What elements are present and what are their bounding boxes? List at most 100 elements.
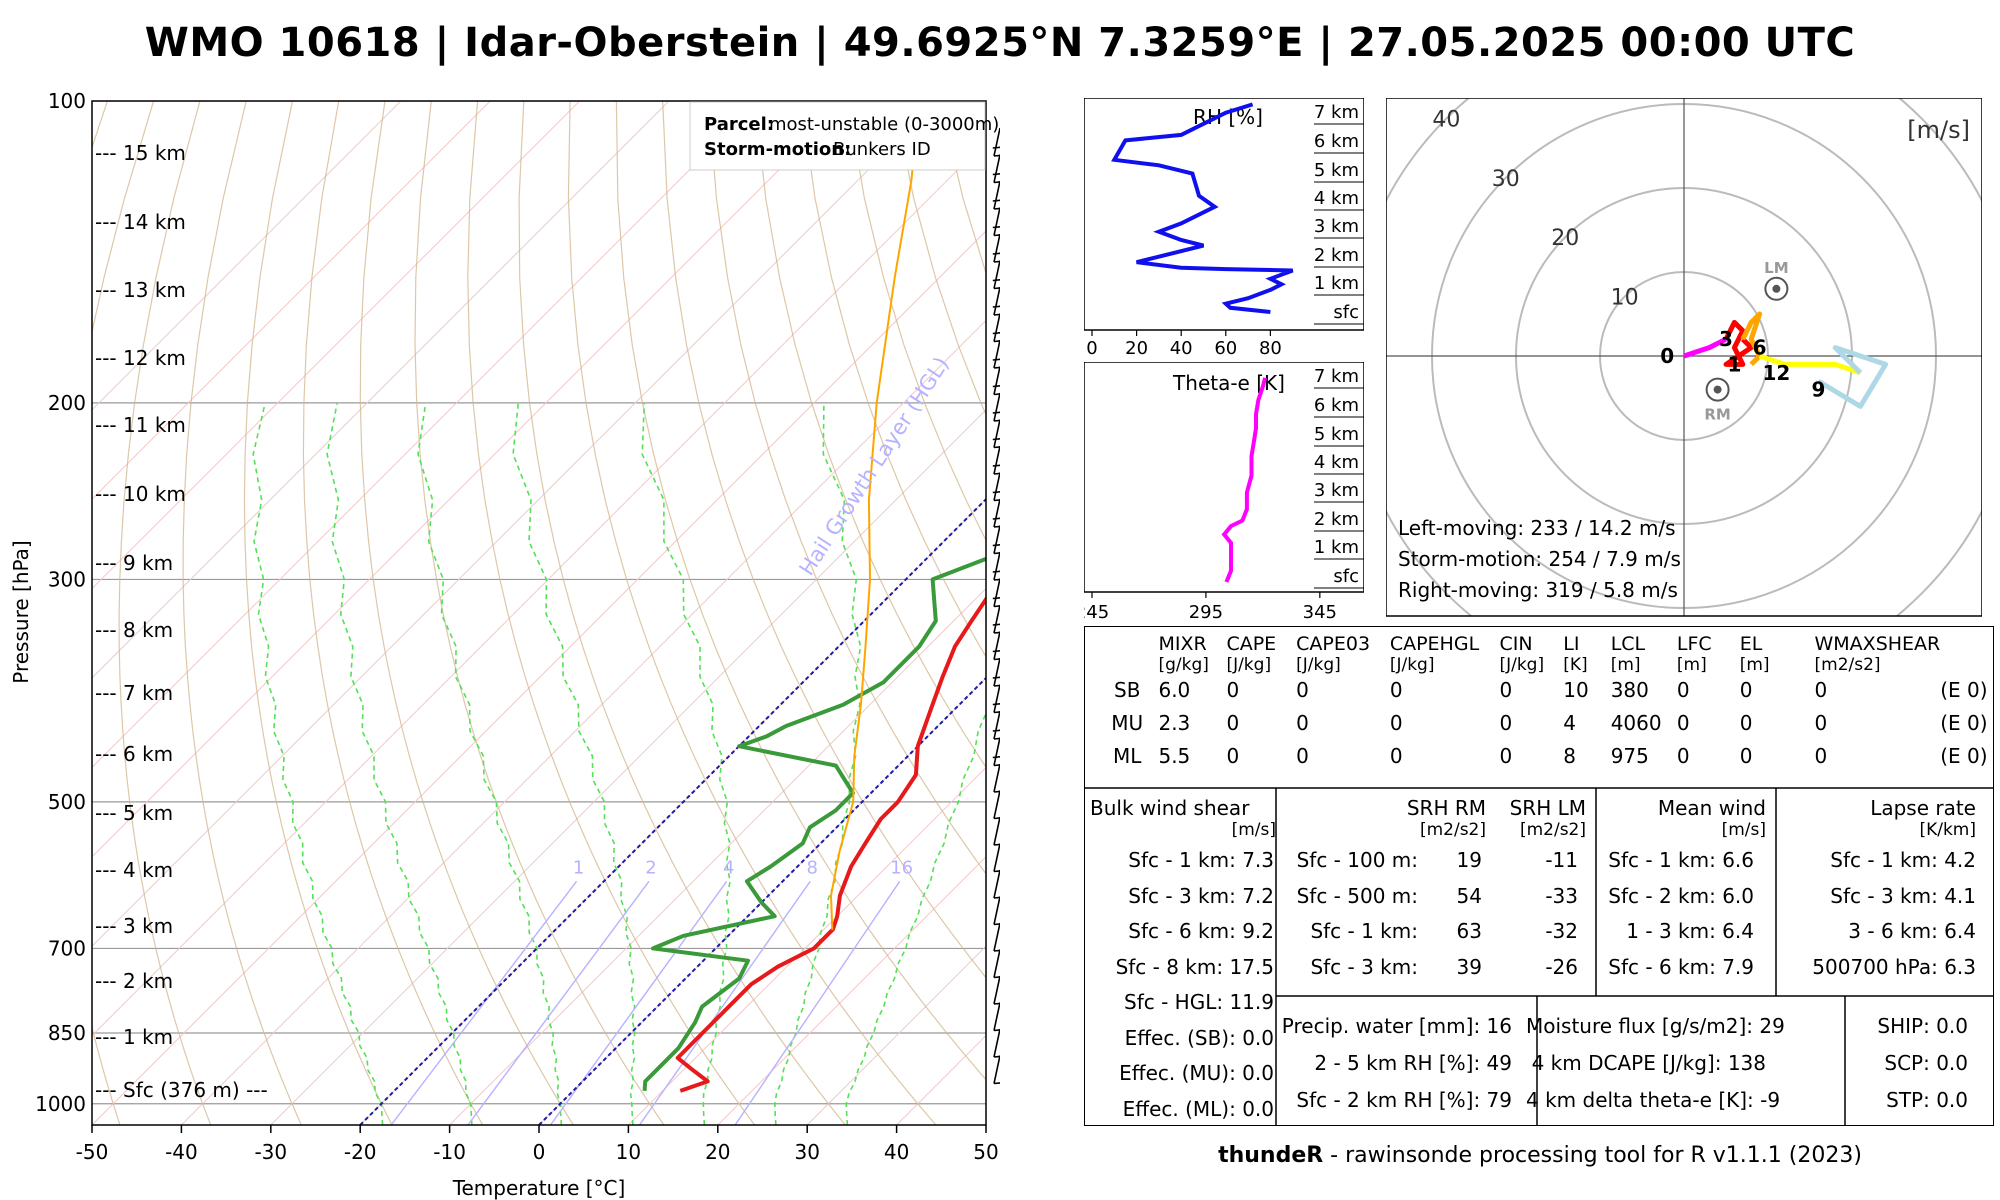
wind-barb-flag [993,207,1000,210]
indices-header-cell: LFC [m] [1677,632,1740,674]
wind-barb-staff [993,180,1000,210]
mixing-ratio-label: 4 [723,857,734,878]
wind-barb-flag [993,287,1000,290]
wind-barb-flag [993,366,1000,369]
mixing-ratio-line [638,880,811,1125]
x-tick-label: -40 [165,1140,198,1164]
mixing-ratio-label: 1 [573,857,584,878]
dry-adiabat [615,101,986,1081]
wind-barb [993,1028,1000,1058]
wind-barb [992,684,1000,714]
indices-header-cell: CIN [J/kg] [1499,632,1563,674]
indices-cell: (E 0) [1940,711,1988,735]
wind-barb-flag [992,702,1000,706]
height-label: --- 7 km [95,681,173,705]
flux-row: 4 km DCAPE [J/kg]: 138 [1531,1051,1766,1075]
height-label: --- 12 km [95,346,186,370]
hodograph-right-moving: Right-moving: 319 / 5.8 m/s [1398,578,1678,602]
indices-cell: 0 [1814,711,1828,735]
mean-wind-title: Mean wind [1657,796,1766,820]
indices-cell: ML [1113,744,1142,768]
wind-barb-flag [992,252,1000,255]
height-label: --- Sfc (376 m) --- [95,1078,268,1102]
wind-barb-staff [993,286,1000,316]
parcel-line [830,101,921,931]
height-label: --- 9 km [95,551,173,575]
indices-header-unit: [J/kg] [1296,655,1341,675]
indices-header-name: EL [1739,633,1763,655]
height-label: --- 6 km [95,742,173,766]
wind-barb-flag [993,949,1000,952]
isotherm-line [92,101,402,411]
x-tick-label: 40 [884,1140,909,1164]
indices-header-name: LFC [1676,633,1712,655]
theta-e-height-label: 7 km [1314,366,1359,387]
srh-lm-title: SRH LM [1509,796,1586,820]
mean-wind-header: Mean wind [m/s] [1600,796,1766,840]
pressure-tick-label: 300 [48,567,86,591]
isotherm-line [92,101,759,769]
height-label: --- 10 km [95,482,186,506]
wind-barb [992,445,1000,475]
dry-adiabat [662,101,986,979]
wind-barb-staff [993,922,1000,952]
moist-row: 2 - 5 km RH [%]: 49 [1314,1051,1512,1075]
wind-barb-flag [992,146,1000,149]
wind-barb-flag [992,570,1000,573]
bulk-shear-title: Bulk wind shear [1090,796,1250,820]
wind-barb-flag [993,790,1000,793]
mean-row: Sfc - 6 km: 7.9 [1608,954,1754,979]
rh-x-tick-label: 60 [1214,338,1237,358]
wind-barb-flag [993,1002,1000,1005]
indices-header-unit: [m] [1610,655,1641,675]
rh-height-label: 4 km [1314,188,1359,209]
indices-cell: 0 [1499,678,1513,702]
indices-cell: (E 0) [1940,744,1988,768]
lapse-rate-header: Lapse rate [K/km] [1780,796,1976,840]
indices-row: MU 2.3 0 0 0 0 4 4060 0 0 0 (E 0) [1096,707,2000,740]
hodograph-ring-label: 10 [1611,286,1639,311]
wind-barb [992,286,1000,316]
dry-adiabat [518,101,846,1125]
wind-barb-flag [993,1055,1000,1058]
page-title: WMO 10618 | Idar-Oberstein | 49.6925°N 7… [144,20,1856,66]
wind-barb-flag [992,411,1000,414]
y-axis-label: Pressure [hPa] [9,540,33,683]
hodograph-segment [1817,345,1889,409]
wind-barb-flag [993,684,1000,687]
hodograph-segment [1683,336,1728,359]
theta-e-line [1221,377,1268,583]
wind-barb-flag [992,225,1000,229]
wind-barb-staff [993,1002,1000,1031]
height-label: --- 13 km [95,278,186,302]
srh-rm-value: 39 [1456,954,1482,979]
wind-barb-flag [993,764,1000,767]
hodograph-point-label: 0 [1660,344,1674,368]
dry-adiabat [92,101,155,1125]
wind-barb [993,869,1000,899]
wind-barb [992,313,1000,343]
indices-header-cell: CAPE03 [J/kg] [1296,632,1390,674]
height-label: --- 2 km [95,969,173,993]
wind-barb-flag [993,1029,1000,1032]
wind-barb-flag [992,596,1000,600]
wind-barb-flag [992,384,1000,388]
indices-cell: 0 [1499,744,1513,768]
srh-rm-value: 54 [1456,883,1482,908]
indices-header-name: MIXR [1158,633,1207,655]
indices-header-name: WMAXSHEAR [1814,633,1941,655]
flux-row: Moisture flux [g/s/m2]: 29 [1526,1014,1785,1038]
indices-header-unit: [g/kg] [1158,655,1209,675]
indices-header-name: LI [1563,633,1580,655]
hail-growth-layer-line [359,497,986,1125]
rh-height-label: 6 km [1314,131,1359,152]
hodograph-ring-label: 30 [1492,167,1520,192]
wind-barb-flag [992,358,1000,361]
isotherm-line [896,1034,986,1125]
rh-height-label: 5 km [1314,160,1359,181]
pressure-tick-label: 850 [48,1021,86,1045]
lapse-row: 3 - 6 km: 6.4 [1848,919,1976,943]
indices-cell: 0 [1676,744,1690,768]
bulk-row: Sfc - 3 km: 7.2 [1128,883,1274,908]
